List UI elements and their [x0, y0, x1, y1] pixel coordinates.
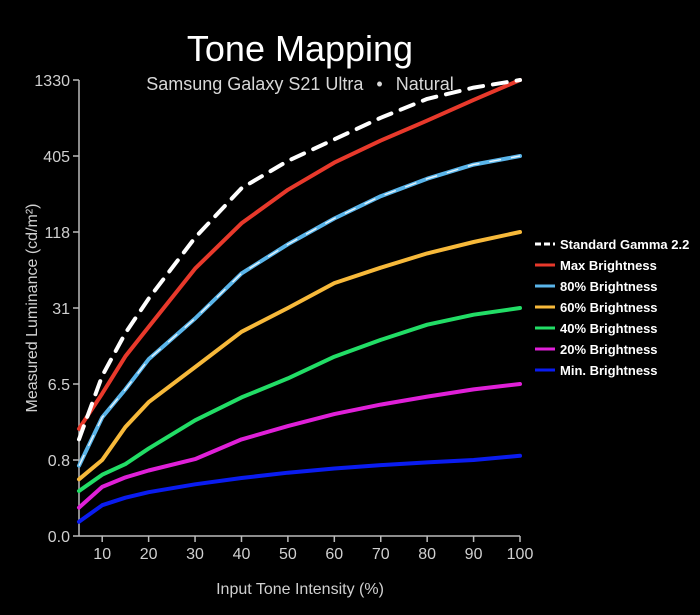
y-axis-label: Measured Luminance (cd/m²): [24, 204, 41, 413]
x-tick-label: 100: [507, 546, 534, 563]
x-tick-label: 70: [372, 546, 390, 563]
x-tick-label: 20: [140, 546, 158, 563]
y-tick-label: 31: [52, 301, 70, 318]
legend-label-min-brightness: Min. Brightness: [560, 363, 658, 378]
y-axis-ticks: 0.0 0.8 6.5 31 118 405 1330: [34, 73, 79, 546]
legend-label-80-brightness: 80% Brightness: [560, 279, 658, 294]
series-line-20-brightness: [77, 382, 522, 510]
legend-label-standard-gamma-2-2: Standard Gamma 2.2: [560, 237, 689, 252]
x-tick-label: 80: [418, 546, 436, 563]
series-line-60-brightness: [77, 230, 522, 482]
legend-label-20-brightness: 20% Brightness: [560, 342, 658, 357]
x-tick-label: 10: [93, 546, 111, 563]
series-line-min-brightness: [77, 453, 522, 524]
legend: Standard Gamma 2.2 Max Brightness 80% Brig…: [535, 237, 689, 378]
y-tick-label: 0.0: [48, 529, 70, 546]
series-lines: [77, 78, 522, 524]
series-line-40-brightness: [77, 306, 522, 493]
series-line-max-brightness: [77, 78, 522, 431]
chart-subtitle: Samsung Galaxy S21 Ultra • Natural: [146, 74, 453, 94]
subtitle-device: Samsung Galaxy S21 Ultra: [146, 74, 364, 94]
x-axis-ticks: 10 20 30 40 50 60 70 80 90 100: [93, 536, 533, 563]
series-line-80-brightness: [77, 154, 522, 468]
x-tick-label: 90: [465, 546, 483, 563]
legend-label-max-brightness: Max Brightness: [560, 258, 657, 273]
series-line-80-brightness-overlay: [78, 155, 521, 467]
y-tick-label: 118: [44, 225, 70, 242]
chart-title: Tone Mapping: [187, 28, 413, 69]
y-tick-label: 1330: [34, 73, 70, 90]
series-line-standard-gamma-2-2: [77, 78, 522, 442]
x-tick-label: 30: [186, 546, 204, 563]
x-axis-label: Input Tone Intensity (%): [216, 581, 384, 598]
subtitle-mode: Natural: [396, 74, 454, 94]
subtitle-separator: •: [376, 74, 382, 94]
x-tick-label: 40: [233, 546, 251, 563]
x-tick-label: 50: [279, 546, 297, 563]
legend-label-60-brightness: 60% Brightness: [560, 300, 658, 315]
y-tick-label: 6.5: [48, 377, 70, 394]
legend-label-40-brightness: 40% Brightness: [560, 321, 658, 336]
x-tick-label: 60: [325, 546, 343, 563]
y-tick-label: 0.8: [48, 453, 70, 470]
y-tick-label: 405: [43, 149, 70, 166]
